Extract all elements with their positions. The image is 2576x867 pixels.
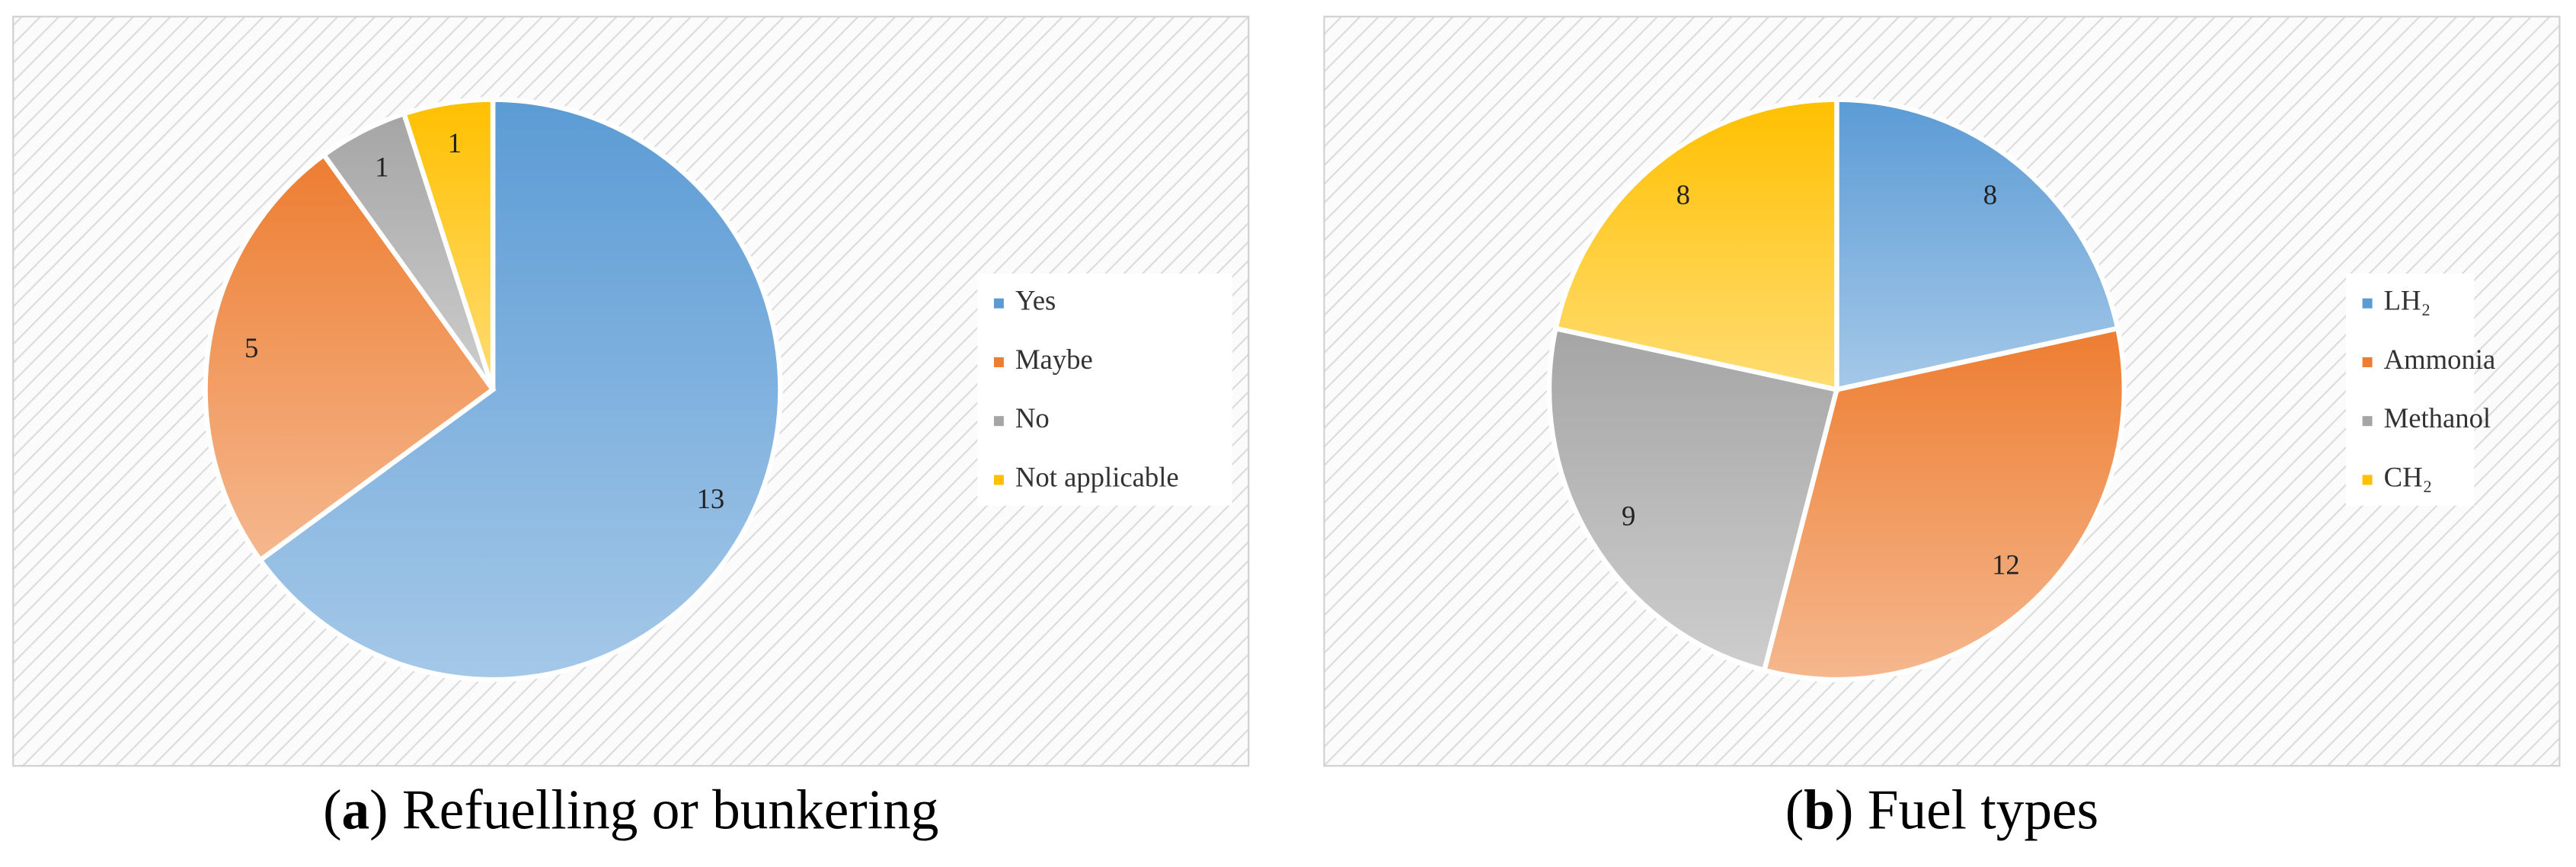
data-label: 12: [1992, 549, 2020, 580]
legend-label: Ammonia: [2384, 344, 2496, 375]
caption-part: ) Fuel types: [1835, 778, 2098, 840]
pie-slice: [1546, 325, 1840, 673]
legend-swatch: [2362, 475, 2373, 485]
legend-swatch: [2362, 357, 2373, 367]
legend-swatch: [993, 298, 1004, 309]
legend-box: [977, 274, 1232, 506]
legend-label: LH₂: [2384, 285, 2431, 316]
data-label: 5: [244, 332, 258, 363]
legend-swatch: [993, 475, 1004, 485]
legend-label: Maybe: [1015, 344, 1093, 375]
data-label: 13: [697, 483, 725, 514]
legend-swatch: [2362, 416, 2373, 427]
legend-swatch: [993, 416, 1004, 427]
pie-slice: [257, 97, 783, 683]
data-label: 8: [1983, 179, 1997, 210]
caption-part: b: [1804, 778, 1835, 840]
legend-label: CH₂: [2384, 461, 2433, 492]
legend-swatch: [993, 357, 1004, 367]
pie-slice: [401, 97, 496, 391]
data-label: 9: [1622, 500, 1635, 531]
caption-part: (: [1785, 778, 1804, 840]
pie-slice: [203, 151, 497, 564]
legend-label: Methanol: [2384, 402, 2491, 434]
data-label: 1: [448, 127, 462, 158]
caption-part: (: [323, 778, 341, 840]
data-label: 1: [375, 151, 388, 182]
legend-label: Yes: [1015, 285, 1056, 316]
legend-swatch: [2362, 298, 2373, 309]
data-label: 8: [1676, 179, 1690, 210]
caption: (a) Refuelling or bunkering: [323, 778, 938, 840]
caption-part: ) Refuelling or bunkering: [369, 778, 938, 840]
pie-slice: [1761, 325, 2127, 683]
pie-slice: [1834, 97, 2121, 393]
caption: (b) Fuel types: [1785, 778, 2098, 840]
legend-label: No: [1015, 402, 1050, 434]
caption-part: a: [342, 778, 370, 840]
pie-slice: [1552, 97, 1839, 393]
legend-box: [2346, 274, 2475, 506]
legend-label: Not applicable: [1015, 461, 1179, 492]
